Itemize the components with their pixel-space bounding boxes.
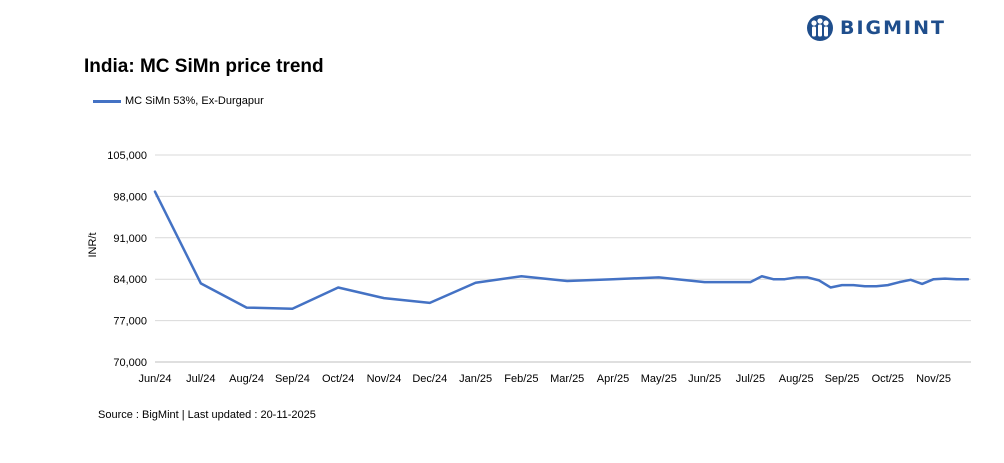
x-tick-label: Jul/24 xyxy=(186,373,215,385)
legend-label: MC SiMn 53%, Ex-Durgapur xyxy=(125,95,264,107)
x-tick-label: Sep/24 xyxy=(275,373,310,385)
x-tick-label: Nov/25 xyxy=(916,373,951,385)
series-line xyxy=(153,190,970,311)
x-tick-label: Aug/24 xyxy=(229,373,264,385)
brand-name: BIGMINT xyxy=(840,17,946,39)
x-tick-label: May/25 xyxy=(641,373,677,385)
y-tick-label: 105,000 xyxy=(107,150,147,162)
x-tick-label: Aug/25 xyxy=(779,373,814,385)
y-tick-label: 98,000 xyxy=(113,191,147,203)
series-group xyxy=(153,190,970,311)
gridlines xyxy=(155,154,971,363)
y-tick-label: 77,000 xyxy=(113,316,147,328)
y-tick-label: 84,000 xyxy=(113,274,147,286)
x-tick-label: Jan/25 xyxy=(459,373,492,385)
x-axis-ticks: Jun/24 Jul/24 Aug/24 Sep/24 Oct/24 Nov/24 Dec/… xyxy=(138,373,951,385)
brand-logo: BIGMINT xyxy=(806,14,946,42)
x-tick-label: Sep/25 xyxy=(825,373,860,385)
x-tick-label: Jul/25 xyxy=(736,373,765,385)
x-tick-label: Dec/24 xyxy=(412,373,447,385)
y-axis-ticks: 70,000 77,000 84,000 91,000 98,000 105,000 xyxy=(107,150,147,369)
y-tick-label: 91,000 xyxy=(113,233,147,245)
bigmint-people-icon xyxy=(807,15,833,41)
x-tick-label: Mar/25 xyxy=(550,373,584,385)
x-tick-label: Feb/25 xyxy=(504,373,538,385)
x-tick-label: Jun/24 xyxy=(138,373,171,385)
y-tick-label: 70,000 xyxy=(113,357,147,369)
y-axis-label: INR/t xyxy=(87,232,99,257)
x-tick-label: Oct/25 xyxy=(872,373,904,385)
legend: MC SiMn 53%, Ex-Durgapur xyxy=(93,95,264,107)
x-tick-label: Jun/25 xyxy=(688,373,721,385)
x-tick-label: Nov/24 xyxy=(367,373,402,385)
x-tick-label: Oct/24 xyxy=(322,373,354,385)
source-note: Source : BigMint | Last updated : 20-11-… xyxy=(98,409,316,421)
chart-title: India: MC SiMn price trend xyxy=(84,56,324,77)
legend-swatch xyxy=(93,99,121,103)
x-tick-label: Apr/25 xyxy=(597,373,629,385)
